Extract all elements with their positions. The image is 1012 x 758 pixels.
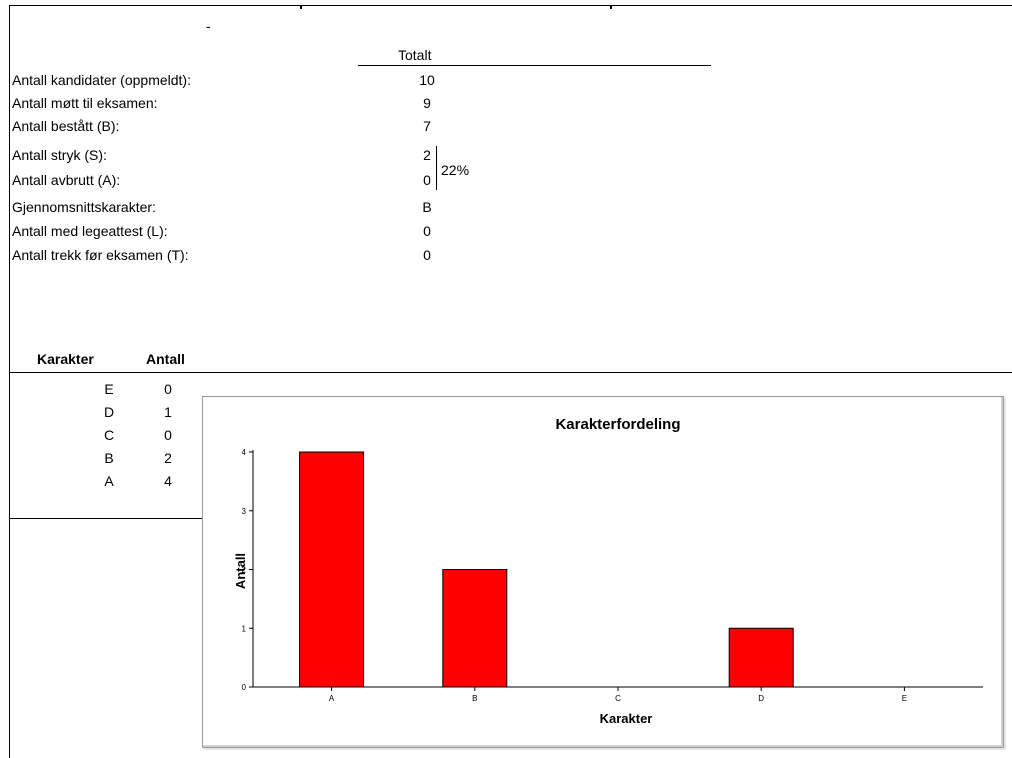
report-frame [9, 5, 1012, 758]
summary-label: Antall med legeattest (L): [12, 223, 168, 239]
y-tick-label: 3 [242, 507, 247, 516]
count-cell: 2 [164, 450, 172, 466]
grade-cell: E [104, 381, 114, 397]
y-tick-label: 2 [242, 566, 247, 575]
grade-cell: C [103, 427, 115, 443]
fail-bracket [436, 146, 437, 190]
summary-value: 0 [423, 223, 431, 239]
count-cell: 0 [164, 381, 172, 397]
count-column-header: Antall [146, 351, 185, 367]
grade-distribution-chart: Karakterfordeling Antall Karakter 0 1 2 3 4 A… [202, 396, 1004, 748]
y-tick-label: 1 [242, 624, 247, 633]
top-tick-right [610, 5, 612, 9]
bar-b [442, 569, 508, 688]
summary-label: Antall møtt til eksamen: [12, 95, 158, 111]
table-top-rule [9, 372, 1012, 373]
summary-label: Antall stryk (S): [12, 147, 107, 163]
grade-cell: B [104, 450, 114, 466]
summary-value: 7 [423, 118, 431, 134]
x-tick-label: A [329, 694, 335, 703]
summary-value: 2 [423, 147, 431, 163]
totalt-underline [358, 65, 711, 66]
chart-title: Karakterfordeling [555, 416, 680, 433]
summary-value: 9 [423, 95, 431, 111]
y-tick-label: 4 [242, 448, 247, 457]
y-axis-title: Antall [233, 553, 248, 589]
bar-d [728, 627, 794, 688]
x-tick-label: B [472, 694, 477, 703]
grade-column-header: Karakter [37, 351, 94, 367]
table-bottom-rule [9, 518, 202, 519]
chart-canvas: Karakterfordeling Antall Karakter 0 1 2 3 4 A… [233, 416, 983, 726]
summary-label: Antall avbrutt (A): [12, 172, 121, 188]
summary-label: Antall kandidater (oppmeldt): [12, 72, 191, 88]
grade-cell: A [104, 473, 114, 489]
top-tick-left [300, 5, 302, 9]
bar-a [299, 451, 365, 688]
summary-label: Antall trekk før eksamen (T): [12, 247, 189, 263]
grade-cell: D [103, 404, 115, 420]
x-axis-title: Karakter [600, 711, 653, 726]
summary-value: 0 [423, 172, 431, 188]
header-dash: - [206, 18, 211, 34]
summary-value: 10 [419, 72, 435, 88]
y-tick-label: 0 [242, 683, 247, 692]
summary-value: 0 [423, 247, 431, 263]
x-tick-label: D [758, 694, 764, 703]
summary-label: Antall bestått (B): [12, 118, 120, 134]
fail-percentage: 22% [441, 162, 470, 178]
x-tick-label: E [902, 694, 907, 703]
summary-label: Gjennomsnittskarakter: [12, 199, 156, 215]
summary-value: B [422, 199, 432, 215]
count-cell: 4 [164, 473, 172, 489]
count-cell: 1 [164, 404, 172, 420]
x-tick-label: C [615, 694, 621, 703]
count-cell: 0 [164, 427, 172, 443]
plot-area: 0 1 2 3 4 A B C D E [242, 448, 983, 703]
totalt-header: Totalt [398, 47, 432, 63]
